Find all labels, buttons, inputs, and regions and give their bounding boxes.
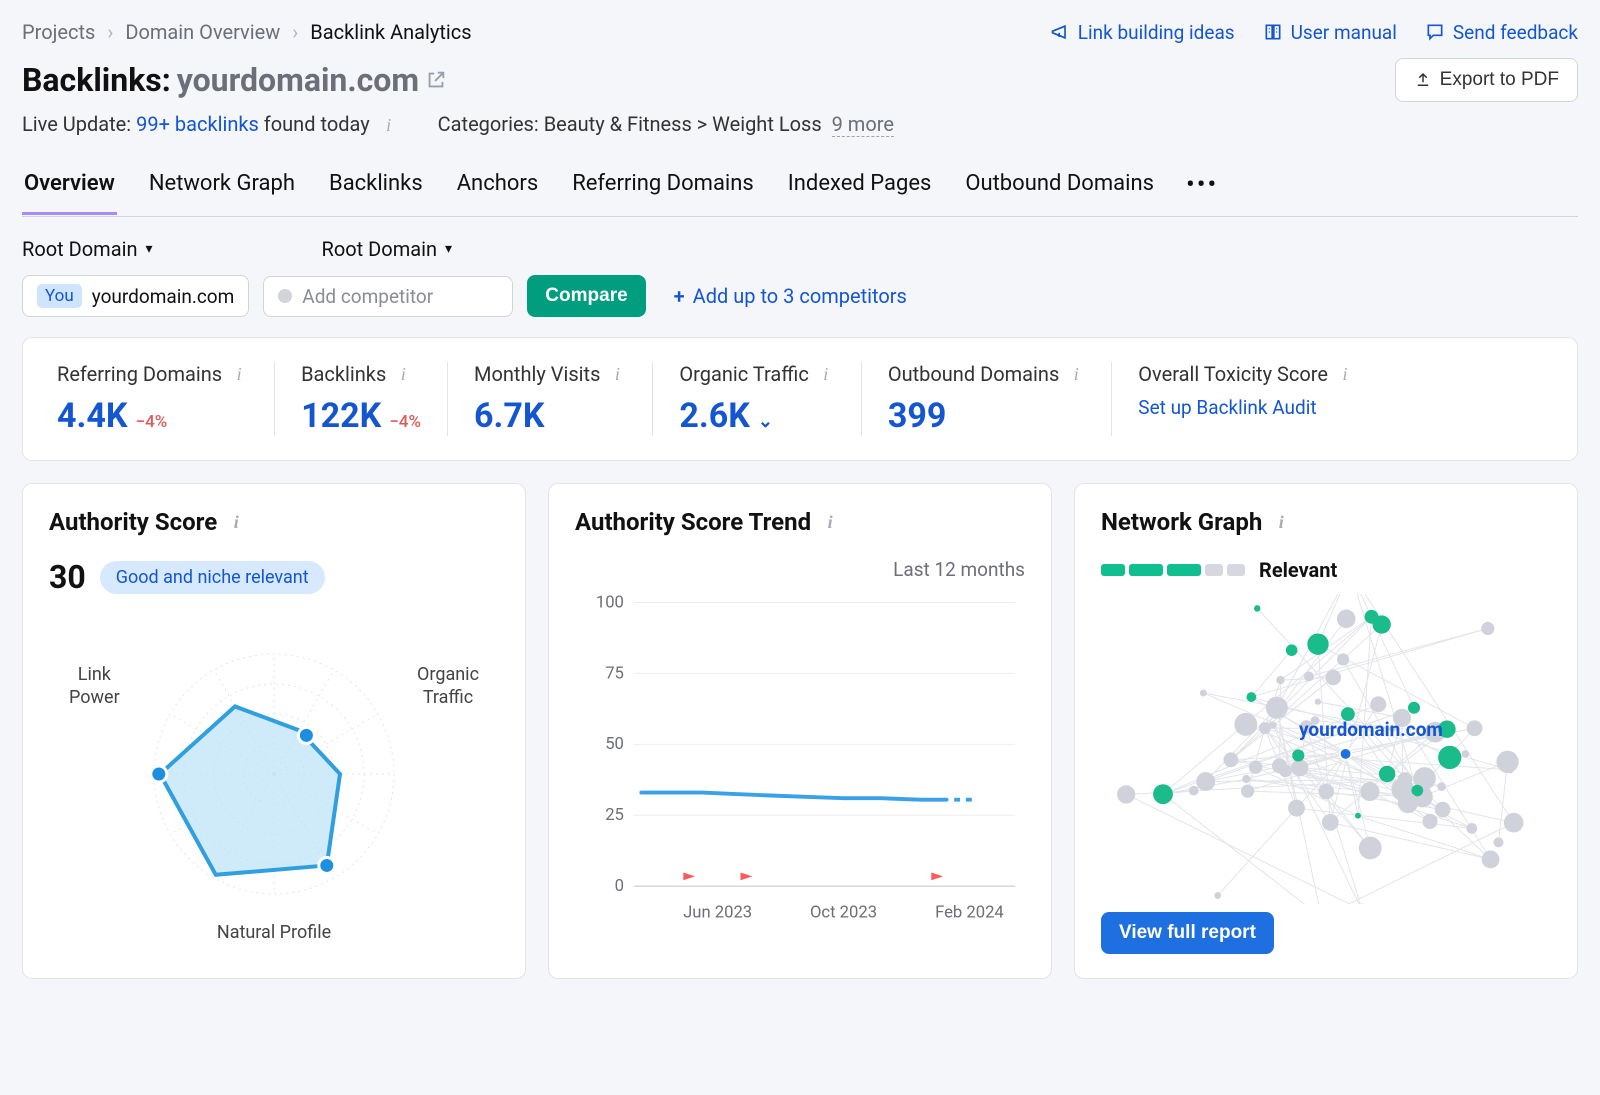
title-row: Backlinks: yourdomain.com Export to PDF [22,58,1578,102]
metric-monthly-visits: Monthly Visits i6.7K [447,362,652,436]
book-icon [1263,22,1283,42]
metric-outbound-domains: Outbound Domains i399 [861,362,1111,436]
svg-text:75: 75 [605,664,624,683]
root-domain-select-1[interactable]: Root Domain▾ [22,237,153,261]
user-manual-link[interactable]: User manual [1263,21,1397,44]
metric-organic-traffic: Organic Traffic i2.6K⌄ [652,362,860,436]
info-icon[interactable]: i [817,365,835,383]
compare-button[interactable]: Compare [527,275,645,317]
svg-text:100: 100 [596,593,624,612]
send-feedback-link[interactable]: Send feedback [1425,21,1578,44]
tab-network-graph[interactable]: Network Graph [147,171,297,215]
chevron-right-icon: › [292,20,298,44]
svg-text:0: 0 [615,877,624,896]
you-domain-pill[interactable]: You yourdomain.com [22,275,249,317]
metric-backlinks: Backlinks i122K−4% [274,362,447,436]
breadcrumb-current: Backlink Analytics [310,20,471,44]
metrics-card: Referring Domains i4.4K−4%Backlinks i122… [22,337,1578,461]
radar-axis-label: Natural Profile [217,922,331,945]
page-title: Backlinks: yourdomain.com [22,61,447,99]
live-update-link[interactable]: 99+ backlinks [136,112,259,136]
metric-link[interactable]: Set up Backlink Audit [1138,396,1316,419]
card-grid: Authority Score i 30 Good and niche rele… [22,483,1578,979]
info-icon[interactable]: i [1336,365,1354,383]
svg-text:Oct 2023: Oct 2023 [810,903,877,922]
external-link-icon[interactable] [425,69,447,91]
view-full-report-button[interactable]: View full report [1101,912,1274,954]
svg-text:50: 50 [605,735,624,754]
top-links: Link building ideas User manual Send fee… [1050,21,1578,44]
categories-more-link[interactable]: 9 more [832,112,894,137]
svg-text:Feb 2024: Feb 2024 [935,903,1004,922]
card-title: Authority Score i [49,508,499,536]
tabs: Overview Network Graph Backlinks Anchors Ref… [22,170,1578,217]
relevance-segments [1101,564,1245,576]
tab-backlinks[interactable]: Backlinks [327,171,425,215]
upload-icon [1414,71,1432,89]
breadcrumb: Projects › Domain Overview › Backlink An… [22,20,472,44]
tab-referring-domains[interactable]: Referring Domains [570,171,756,215]
add-competitor-input[interactable]: Add competitor [263,276,513,317]
chevron-down-icon: ▾ [445,241,452,257]
tab-outbound-domains[interactable]: Outbound Domains [963,171,1156,215]
info-icon[interactable]: i [380,116,398,134]
svg-text:Jun 2023: Jun 2023 [683,903,752,922]
radar-axis-label: LinkPower [69,664,120,709]
categories: Categories: Beauty & Fitness > Weight Lo… [438,112,894,136]
info-icon[interactable]: i [1272,513,1290,531]
info-icon[interactable]: i [394,365,412,383]
trend-range: Last 12 months [575,558,1025,581]
tab-anchors[interactable]: Anchors [455,171,541,215]
root-domain-select-2[interactable]: Root Domain▾ [322,237,453,261]
authority-score-value: 30 [49,558,86,596]
live-update: Live Update: 99+ backlinks found today i [22,112,398,136]
compare-row: You yourdomain.com Add competitor Compar… [22,275,1578,317]
tab-more[interactable]: ••• [1186,170,1218,216]
add-more-competitors-link[interactable]: + Add up to 3 competitors [674,284,907,308]
chat-icon [1425,22,1445,42]
dot-icon [278,289,292,303]
link-building-ideas-link[interactable]: Link building ideas [1050,21,1235,44]
svg-text:25: 25 [605,806,624,825]
metric-overall-toxicity-score: Overall Toxicity Score iSet up Backlink … [1111,362,1380,436]
top-row: Projects › Domain Overview › Backlink An… [22,20,1578,44]
chevron-down-icon: ▾ [146,241,153,257]
network-graph-card: Network Graph i Relevant yourdomain.com … [1074,483,1578,979]
plus-icon: + [674,284,685,308]
network-chart: yourdomain.com [1101,594,1551,904]
title-domain: yourdomain.com [177,61,419,99]
info-icon[interactable]: i [227,513,245,531]
you-badge: You [37,284,82,308]
card-title: Network Graph i [1101,508,1551,536]
relevance-label: Relevant [1259,558,1337,582]
meta-line: Live Update: 99+ backlinks found today i… [22,112,1578,136]
trend-chart: 0 25 50 75 100 Jun 2023 Oct 2023 Feb 2024 [575,589,1025,929]
authority-score-card: Authority Score i 30 Good and niche rele… [22,483,526,979]
breadcrumb-domain-overview[interactable]: Domain Overview [125,20,280,44]
tab-overview[interactable]: Overview [22,171,117,215]
card-title: Authority Score Trend i [575,508,1025,536]
info-icon[interactable]: i [1067,365,1085,383]
info-icon[interactable]: i [821,513,839,531]
info-icon[interactable]: i [608,365,626,383]
radar-axis-label: OrganicTraffic [417,664,479,709]
root-selectors: Root Domain▾ Root Domain▾ [22,237,1578,261]
chevron-right-icon: › [107,20,113,44]
radar-chart: LinkPower OrganicTraffic Natural Profile [49,614,499,954]
authority-score-badge: Good and niche relevant [100,561,325,594]
metric-referring-domains: Referring Domains i4.4K−4% [49,362,274,436]
authority-score-trend-card: Authority Score Trend i Last 12 months 0… [548,483,1052,979]
export-pdf-button[interactable]: Export to PDF [1395,58,1578,102]
network-center-label: yourdomain.com [1299,718,1443,741]
megaphone-icon [1050,22,1070,42]
info-icon[interactable]: i [230,365,248,383]
tab-indexed-pages[interactable]: Indexed Pages [786,171,934,215]
breadcrumb-projects[interactable]: Projects [22,20,95,44]
